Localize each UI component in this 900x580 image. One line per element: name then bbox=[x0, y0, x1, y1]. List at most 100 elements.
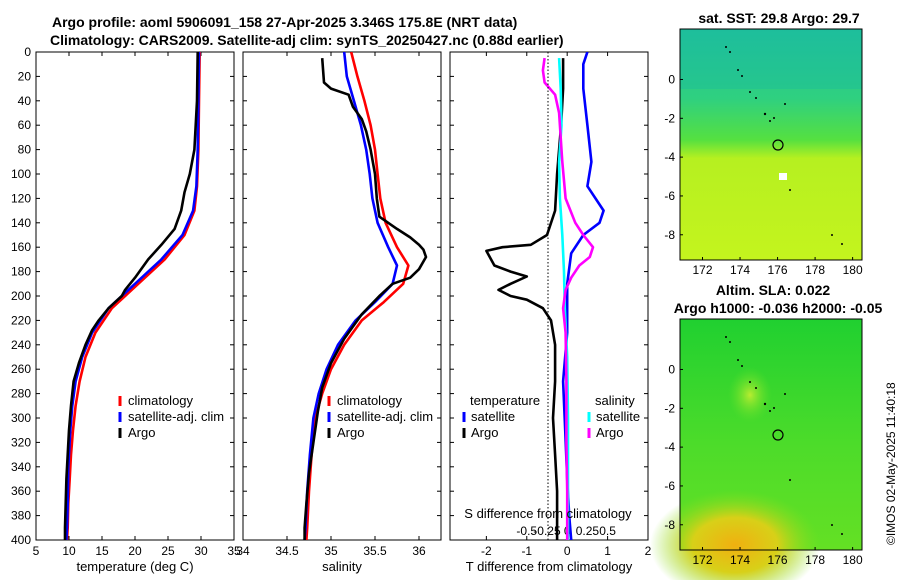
figure-title-line1: Argo profile: aoml 5906091_158 27-Apr-20… bbox=[52, 14, 517, 30]
series-line-salinity-satellite bbox=[557, 58, 570, 540]
legend-satellite-label: satellite-adj. clim bbox=[337, 409, 433, 424]
salinity-panel bbox=[242, 51, 442, 541]
difference-legend: temperature satellite Argo salinity sate… bbox=[462, 393, 640, 440]
legend-temp-satellite-label: satellite bbox=[471, 409, 515, 424]
x-tick-label: 34.5 bbox=[275, 544, 299, 558]
depth-tick-label: 380 bbox=[11, 509, 31, 523]
difference-top-xlabel: S difference from climatology bbox=[464, 506, 632, 521]
top-x-tick-label: 0.25 bbox=[576, 524, 600, 538]
x-tick-label: -2 bbox=[481, 544, 492, 558]
figure-title-line2: Climatology: CARS2009. Satellite-adj cli… bbox=[50, 32, 564, 48]
top-x-tick-label: 0.5 bbox=[599, 524, 616, 538]
depth-tick-label: 400 bbox=[11, 533, 31, 547]
x-tick-label: 20 bbox=[128, 544, 142, 558]
depth-tick-label: 140 bbox=[11, 216, 31, 230]
depth-tick-label: 40 bbox=[18, 94, 32, 108]
legend-temp-argo-label: Argo bbox=[471, 425, 498, 440]
map-lat-label: 0 bbox=[668, 72, 675, 86]
salinity-xlabel: salinity bbox=[322, 559, 362, 574]
x-tick-label: 25 bbox=[161, 544, 175, 558]
sla-map: 172 174 176 178 180 0 -2 -4 -6 -8 bbox=[650, 318, 863, 580]
depth-tick-label: 280 bbox=[11, 387, 31, 401]
map-lat-label: -6 bbox=[664, 479, 675, 493]
depth-tick-label: 240 bbox=[11, 338, 31, 352]
sla-map-title2: Argo h1000: -0.036 h2000: -0.05 bbox=[674, 300, 883, 316]
difference-xlabel: T difference from climatology bbox=[466, 559, 633, 574]
x-tick-label: 0 bbox=[564, 544, 571, 558]
depth-tick-label: 340 bbox=[11, 460, 31, 474]
depth-tick-label: 160 bbox=[11, 240, 31, 254]
map-lat-label: -2 bbox=[664, 111, 675, 125]
temperature-xlabel: temperature (deg C) bbox=[76, 559, 193, 574]
legend-argo-label: Argo bbox=[128, 425, 155, 440]
map-lat-label: -4 bbox=[664, 150, 675, 164]
islands bbox=[725, 46, 843, 245]
x-tick-label: -1 bbox=[521, 544, 532, 558]
x-tick-label: 30 bbox=[194, 544, 208, 558]
x-tick-label: 35 bbox=[324, 544, 338, 558]
map-lat-label: -2 bbox=[664, 401, 675, 415]
x-tick-label: 1 bbox=[604, 544, 611, 558]
depth-tick-label: 60 bbox=[18, 118, 32, 132]
map-lon-label: 180 bbox=[843, 553, 863, 567]
temperature-legend: climatology satellite-adj. clim Argo bbox=[118, 393, 224, 440]
sst-map-frame bbox=[679, 28, 863, 261]
series-line-argo bbox=[63, 52, 199, 540]
x-tick-label: 5 bbox=[33, 544, 40, 558]
map-lon-label: 176 bbox=[768, 263, 788, 277]
legend-temperature-title: temperature bbox=[470, 393, 540, 408]
map-lat-label: 0 bbox=[668, 362, 675, 376]
top-x-tick-label: -0.25 bbox=[533, 524, 561, 538]
map-lon-label: 174 bbox=[730, 263, 750, 277]
map-lat-label: -8 bbox=[664, 518, 675, 532]
depth-tick-label: 120 bbox=[11, 191, 31, 205]
legend-sal-satellite-label: satellite bbox=[596, 409, 640, 424]
difference-panel bbox=[449, 51, 649, 541]
legend-sal-argo-label: Argo bbox=[596, 425, 623, 440]
map-lat-label: -8 bbox=[664, 228, 675, 242]
depth-tick-label: 260 bbox=[11, 362, 31, 376]
map-lon-label: 178 bbox=[805, 553, 825, 567]
depth-tick-label: 80 bbox=[18, 143, 32, 157]
sst-field bbox=[680, 29, 862, 260]
legend-salinity-title: salinity bbox=[595, 393, 635, 408]
legend-satellite-label: satellite-adj. clim bbox=[128, 409, 224, 424]
map-lat-label: -4 bbox=[664, 440, 675, 454]
sla-map-frame bbox=[679, 318, 863, 551]
imos-credit: ©IMOS 02-May-2025 11:40:18 bbox=[884, 382, 898, 545]
sst-cool-region bbox=[680, 29, 862, 89]
x-tick-label: 35 bbox=[227, 544, 241, 558]
depth-tick-label: 220 bbox=[11, 313, 31, 327]
map-lon-label: 176 bbox=[768, 553, 788, 567]
series-line-argo bbox=[303, 58, 428, 540]
depth-tick-label: 20 bbox=[18, 69, 32, 83]
x-tick-label: 36 bbox=[412, 544, 426, 558]
depth-tick-label: 180 bbox=[11, 265, 31, 279]
legend-argo-label: Argo bbox=[337, 425, 364, 440]
x-tick-label: 34 bbox=[236, 544, 250, 558]
depth-tick-label: 200 bbox=[11, 289, 31, 303]
map-lon-label: 174 bbox=[730, 553, 750, 567]
map-lon-label: 178 bbox=[805, 263, 825, 277]
legend-climatology-label: climatology bbox=[337, 393, 403, 408]
depth-tick-label: 300 bbox=[11, 411, 31, 425]
series-line-salinity-argo bbox=[541, 57, 595, 540]
argo-float-marker bbox=[772, 139, 784, 151]
depth-tick-label: 0 bbox=[24, 45, 31, 59]
series-line-temperature-argo bbox=[485, 58, 565, 540]
map-lon-label: 180 bbox=[843, 263, 863, 277]
map-lat-label: -6 bbox=[664, 189, 675, 203]
temperature-panel bbox=[35, 51, 235, 541]
depth-tick-label: 360 bbox=[11, 484, 31, 498]
sla-warm-region bbox=[650, 490, 820, 580]
argo-float-marker bbox=[772, 429, 784, 441]
salinity-legend: climatology satellite-adj. clim Argo bbox=[327, 393, 433, 440]
map-lon-label: 172 bbox=[692, 553, 712, 567]
sst-missing-cell bbox=[779, 173, 787, 180]
x-tick-label: 15 bbox=[95, 544, 109, 558]
x-tick-label: 2 bbox=[645, 544, 652, 558]
x-tick-label: 35.5 bbox=[363, 544, 387, 558]
depth-tick-label: 320 bbox=[11, 435, 31, 449]
sst-map-title: sat. SST: 29.8 Argo: 29.7 bbox=[698, 10, 860, 26]
